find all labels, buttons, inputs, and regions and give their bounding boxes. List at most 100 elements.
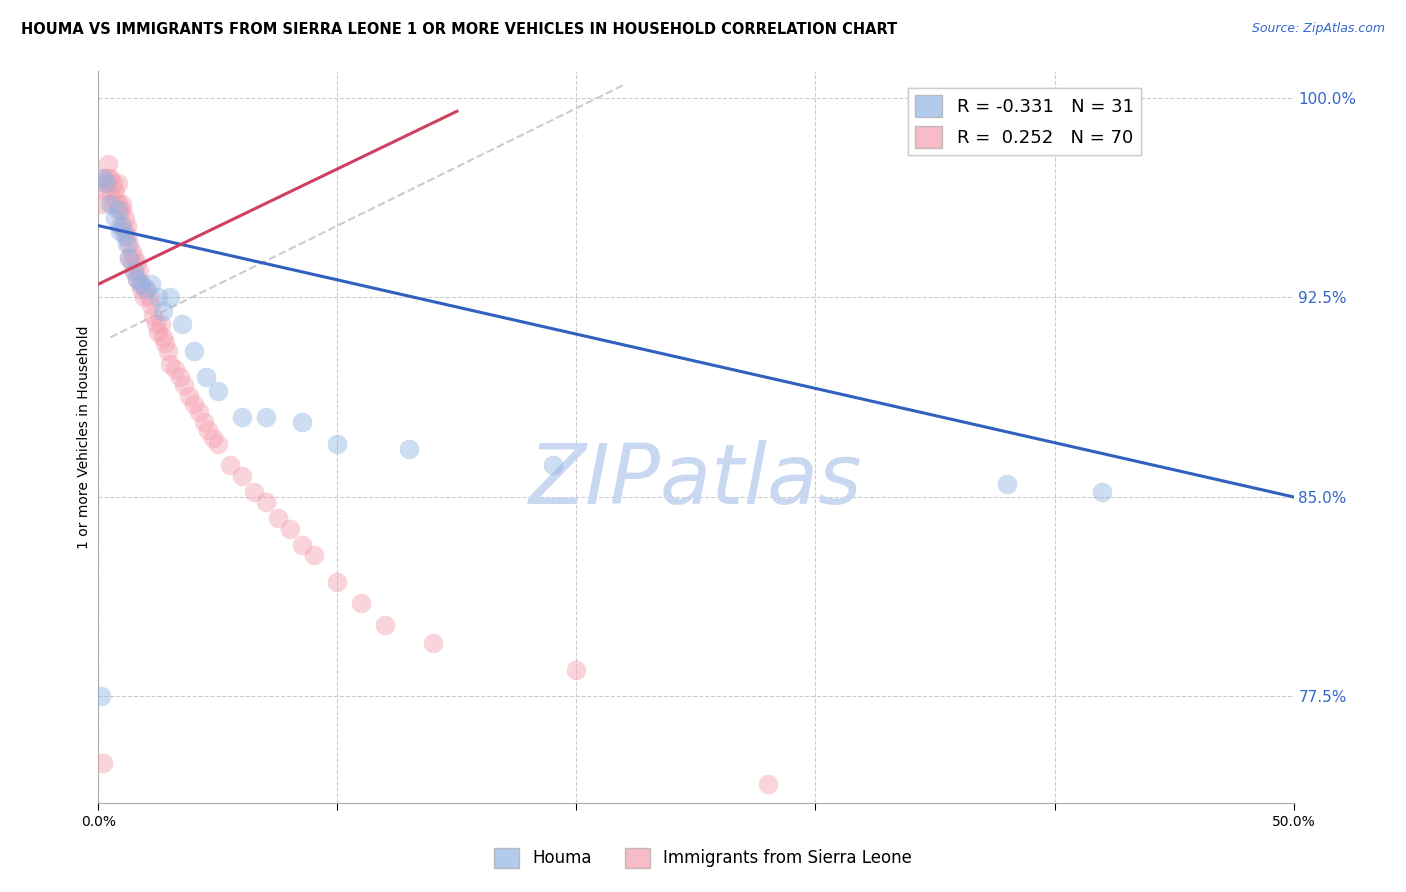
Point	[278, 522, 301, 536]
Point	[124, 264, 146, 278]
Point	[125, 272, 148, 286]
Point	[107, 176, 129, 190]
Point	[193, 416, 215, 430]
Point	[159, 290, 181, 304]
Point	[114, 229, 136, 244]
Point	[111, 219, 134, 233]
Point	[207, 436, 229, 450]
Point	[422, 636, 444, 650]
Point	[565, 663, 588, 677]
Point	[148, 325, 170, 339]
Point	[114, 211, 136, 225]
Point	[135, 283, 157, 297]
Point	[98, 170, 122, 185]
Point	[152, 330, 174, 344]
Point	[231, 410, 253, 425]
Point	[148, 290, 170, 304]
Point	[111, 202, 134, 217]
Point	[195, 370, 218, 384]
Point	[121, 256, 143, 270]
Point	[291, 416, 314, 430]
Point	[108, 219, 131, 233]
Point	[173, 378, 195, 392]
Point	[179, 389, 201, 403]
Point	[107, 202, 129, 217]
Point	[131, 283, 153, 297]
Point	[131, 277, 153, 292]
Point	[104, 184, 127, 198]
Point	[398, 442, 420, 456]
Point	[139, 277, 162, 292]
Point	[326, 575, 349, 590]
Point	[267, 511, 290, 525]
Point	[183, 343, 205, 358]
Point	[231, 468, 253, 483]
Point	[108, 224, 131, 238]
Point	[183, 397, 205, 411]
Point	[202, 431, 225, 445]
Point	[172, 317, 194, 331]
Text: ZIPatlas: ZIPatlas	[529, 441, 863, 522]
Point	[291, 538, 314, 552]
Point	[124, 264, 146, 278]
Point	[114, 224, 136, 238]
Point	[104, 192, 127, 206]
Point	[125, 256, 148, 270]
Point	[169, 370, 191, 384]
Point	[111, 197, 134, 211]
Point	[149, 317, 172, 331]
Point	[243, 484, 266, 499]
Y-axis label: 1 or more Vehicles in Household: 1 or more Vehicles in Household	[77, 326, 91, 549]
Point	[138, 290, 160, 304]
Point	[187, 405, 209, 419]
Point	[254, 495, 277, 509]
Legend: R = -0.331   N = 31, R =  0.252   N = 70: R = -0.331 N = 31, R = 0.252 N = 70	[908, 87, 1142, 155]
Point	[995, 476, 1018, 491]
Point	[155, 335, 177, 350]
Point	[97, 157, 120, 171]
Point	[374, 617, 396, 632]
Point	[94, 184, 117, 198]
Point	[115, 219, 138, 233]
Point	[97, 170, 120, 185]
Point	[90, 690, 112, 704]
Point	[101, 197, 124, 211]
Point	[118, 251, 141, 265]
Point	[124, 251, 146, 265]
Legend: Houma, Immigrants from Sierra Leone: Houma, Immigrants from Sierra Leone	[486, 841, 920, 875]
Point	[197, 424, 219, 438]
Point	[118, 251, 141, 265]
Point	[115, 229, 138, 244]
Point	[132, 290, 155, 304]
Point	[121, 245, 143, 260]
Point	[91, 170, 114, 185]
Point	[219, 458, 242, 472]
Text: HOUMA VS IMMIGRANTS FROM SIERRA LEONE 1 OR MORE VEHICLES IN HOUSEHOLD CORRELATIO: HOUMA VS IMMIGRANTS FROM SIERRA LEONE 1 …	[21, 22, 897, 37]
Text: Source: ZipAtlas.com: Source: ZipAtlas.com	[1251, 22, 1385, 36]
Point	[107, 197, 129, 211]
Point	[541, 458, 564, 472]
Point	[145, 317, 167, 331]
Point	[156, 343, 179, 358]
Point	[326, 436, 349, 450]
Point	[135, 283, 157, 297]
Point	[94, 176, 117, 190]
Point	[142, 309, 165, 323]
Point	[94, 176, 117, 190]
Point	[115, 237, 138, 252]
Point	[254, 410, 277, 425]
Point	[125, 272, 148, 286]
Point	[90, 197, 112, 211]
Point	[101, 176, 124, 190]
Point	[108, 202, 131, 217]
Point	[152, 303, 174, 318]
Point	[139, 298, 162, 312]
Point	[118, 237, 141, 252]
Point	[1091, 484, 1114, 499]
Point	[128, 264, 150, 278]
Point	[302, 549, 325, 563]
Point	[163, 362, 186, 376]
Point	[159, 357, 181, 371]
Point	[104, 211, 127, 225]
Point	[98, 184, 122, 198]
